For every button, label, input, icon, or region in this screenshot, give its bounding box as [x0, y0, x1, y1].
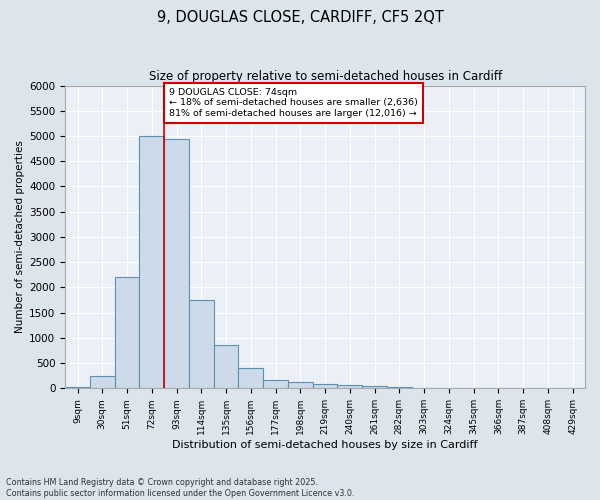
Title: Size of property relative to semi-detached houses in Cardiff: Size of property relative to semi-detach… — [149, 70, 502, 83]
Bar — [164, 138, 189, 388]
Bar — [337, 386, 362, 388]
Bar — [115, 278, 139, 388]
Bar — [362, 386, 387, 388]
Text: 9, DOUGLAS CLOSE, CARDIFF, CF5 2QT: 9, DOUGLAS CLOSE, CARDIFF, CF5 2QT — [157, 10, 443, 25]
Bar — [263, 380, 288, 388]
Text: Contains HM Land Registry data © Crown copyright and database right 2025.
Contai: Contains HM Land Registry data © Crown c… — [6, 478, 355, 498]
Y-axis label: Number of semi-detached properties: Number of semi-detached properties — [15, 140, 25, 334]
X-axis label: Distribution of semi-detached houses by size in Cardiff: Distribution of semi-detached houses by … — [172, 440, 478, 450]
Bar — [139, 136, 164, 388]
Bar — [214, 346, 238, 389]
Bar — [288, 382, 313, 388]
Bar — [387, 387, 412, 388]
Bar — [238, 368, 263, 388]
Bar — [90, 376, 115, 388]
Bar — [313, 384, 337, 388]
Bar — [189, 300, 214, 388]
Text: 9 DOUGLAS CLOSE: 74sqm
← 18% of semi-detached houses are smaller (2,636)
81% of : 9 DOUGLAS CLOSE: 74sqm ← 18% of semi-det… — [169, 88, 418, 118]
